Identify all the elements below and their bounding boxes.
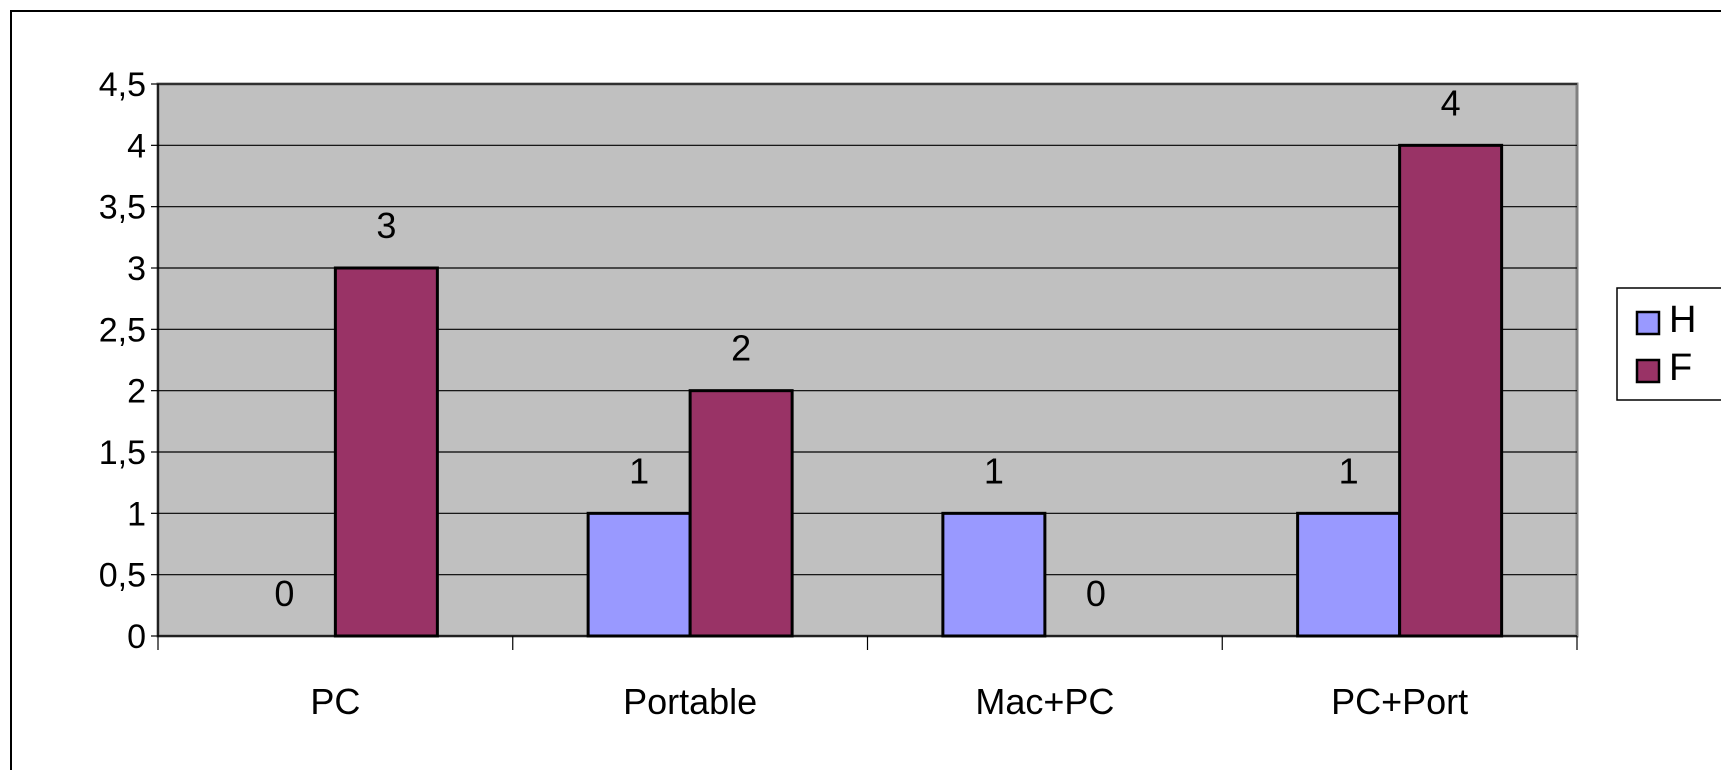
y-tick-label: 1 — [127, 495, 146, 533]
y-tick-label: 2 — [127, 373, 146, 411]
y-tick-label: 3,5 — [99, 189, 146, 227]
data-label-F-PC: 3 — [376, 205, 396, 246]
data-label-H-Mac+PC: 1 — [984, 450, 1004, 491]
data-label-H-PC+Port: 1 — [1339, 450, 1359, 491]
data-label-F-PC+Port: 4 — [1441, 82, 1461, 123]
bar-F-PC+Port — [1398, 143, 1504, 638]
y-tick-label: 1,5 — [99, 434, 146, 472]
bar-H-Mac+PC — [941, 511, 1047, 638]
data-label-F-Mac+PC: 0 — [1086, 573, 1106, 614]
bar-H-PC+Port — [1296, 511, 1402, 638]
bar-F-PC — [333, 266, 439, 638]
y-tick-label: 3 — [127, 250, 146, 288]
data-label-F-Portable: 2 — [731, 328, 751, 369]
legend-box — [1616, 287, 1721, 401]
x-tick-label: PC+Port — [1331, 681, 1468, 722]
bar-F-Portable — [688, 389, 794, 638]
y-tick-label: 2,5 — [99, 311, 146, 349]
legend-label-H: H — [1669, 299, 1696, 341]
data-label-H-Portable: 1 — [629, 450, 649, 491]
x-tick-label: Mac+PC — [975, 681, 1114, 722]
x-tick-label: Portable — [623, 681, 757, 722]
x-tick-label: PC — [310, 681, 360, 722]
legend-swatch-F — [1635, 358, 1661, 384]
legend-swatch-H — [1635, 310, 1661, 336]
y-tick-label: 4 — [127, 127, 146, 165]
y-tick-label: 4,5 — [99, 66, 146, 104]
legend-label-F: F — [1669, 347, 1692, 389]
y-tick-label: 0 — [127, 618, 146, 656]
bar-H-Portable — [586, 511, 692, 638]
data-label-H-PC: 0 — [274, 573, 294, 614]
y-tick-label: 0,5 — [99, 557, 146, 595]
